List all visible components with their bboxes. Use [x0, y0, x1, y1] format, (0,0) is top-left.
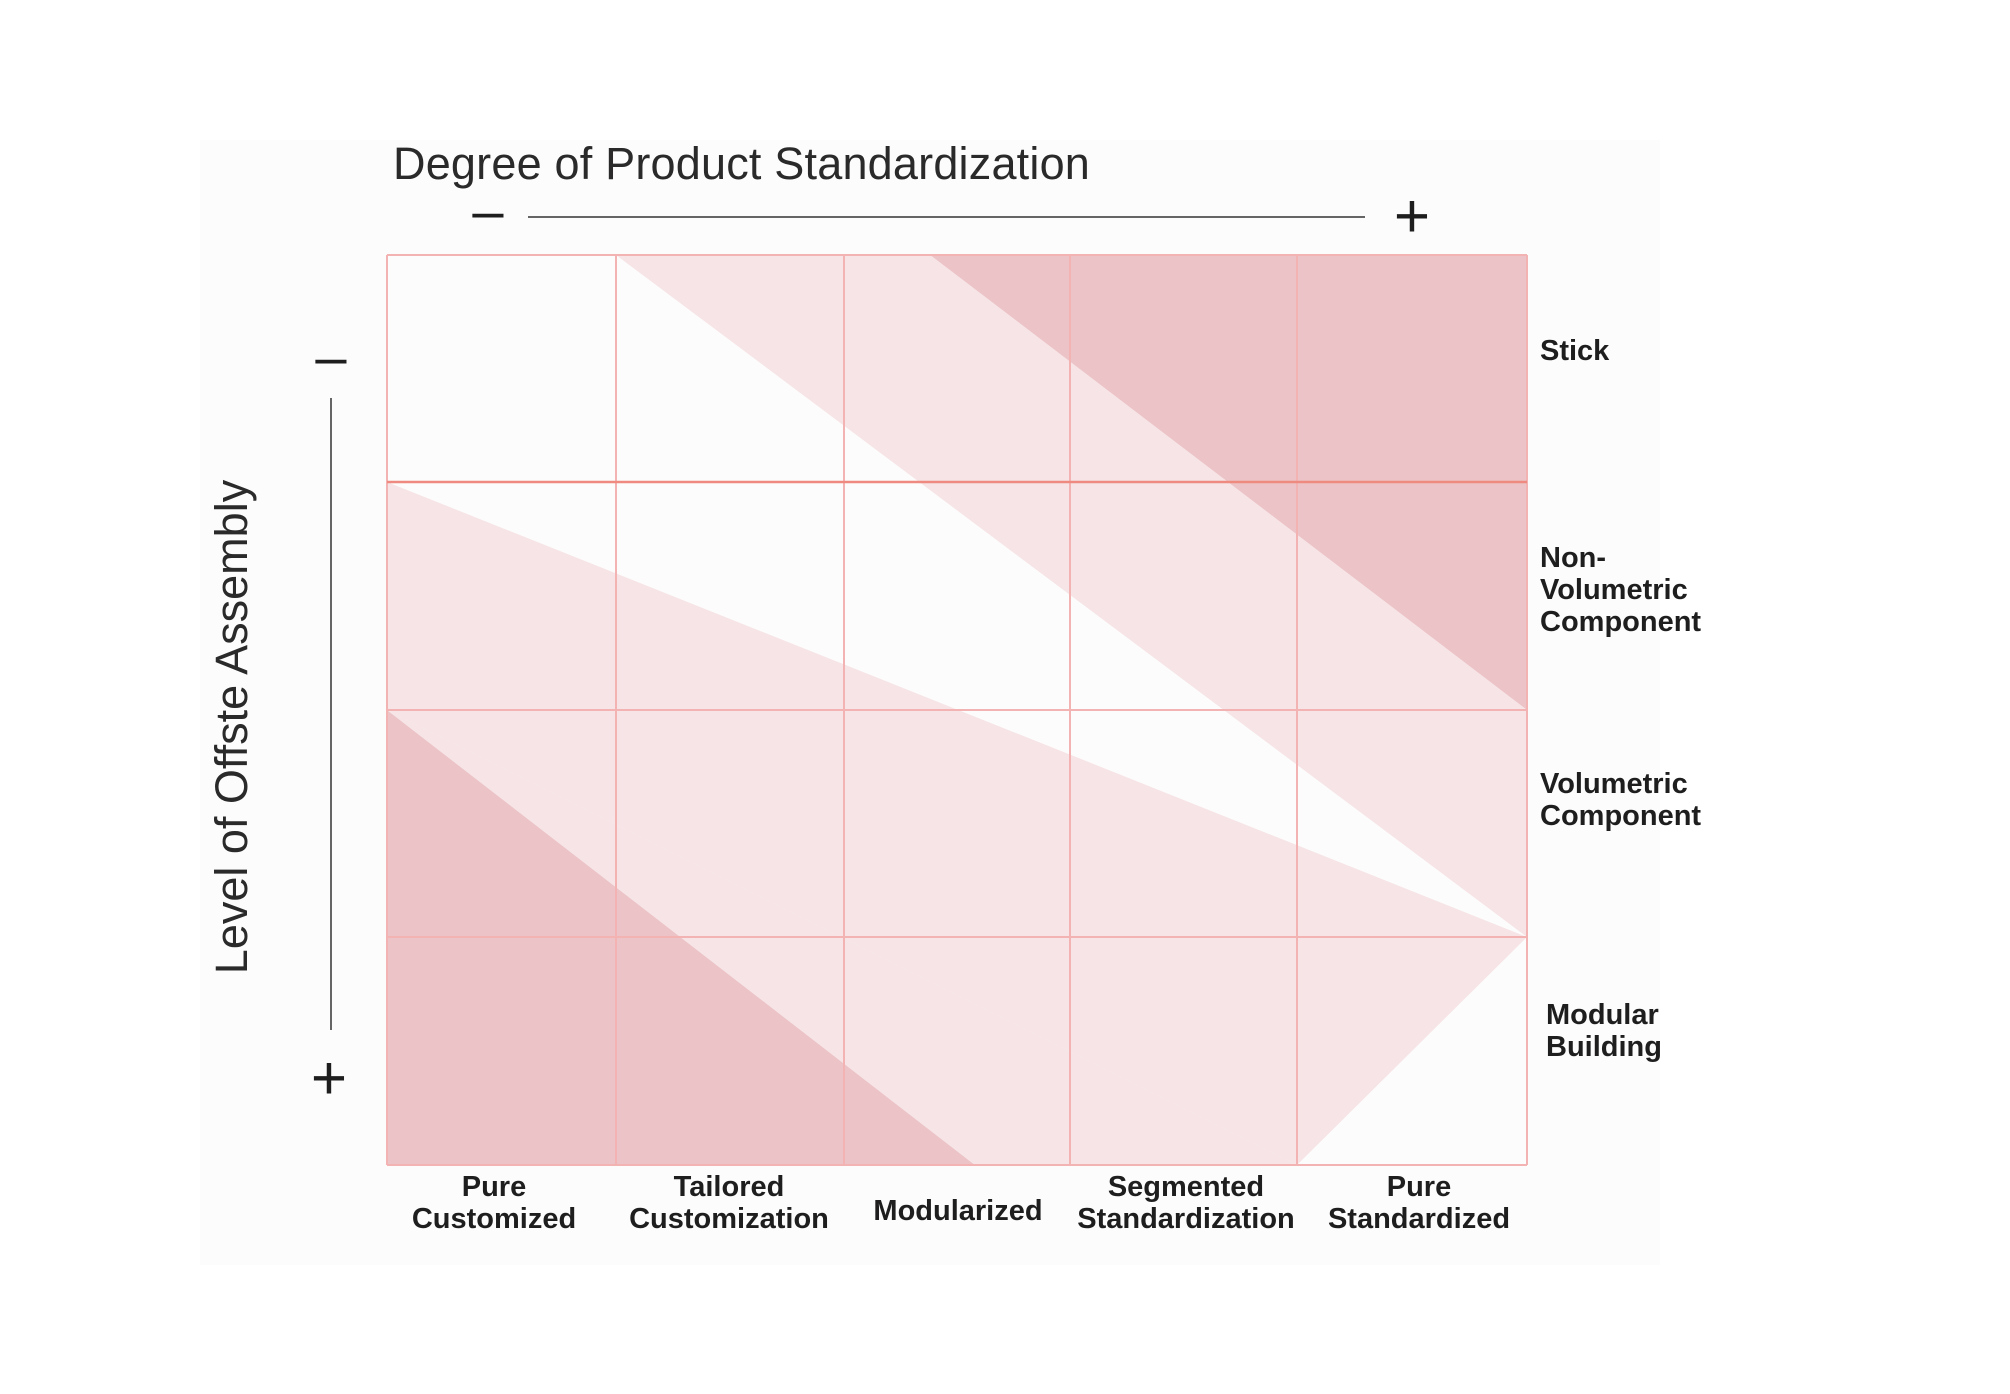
column-label-modularized: Modularized: [873, 1195, 1043, 1227]
row-label-stick: Stick: [1540, 335, 1610, 367]
column-label-segmented-standardization: Segmented Standardization: [1077, 1171, 1295, 1235]
column-label-tailored-customization: Tailored Customization: [629, 1171, 829, 1235]
column-label-pure-standardized: Pure Standardized: [1327, 1171, 1511, 1235]
x-axis-minus-label: –: [472, 179, 504, 242]
grid: [386, 254, 1528, 1166]
row-label-non-volumetric-component: Non- Volumetric Component: [1540, 542, 1702, 638]
column-label-pure-customized: Pure Customized: [411, 1171, 577, 1235]
row-label-volumetric-component: Volumetric Component: [1540, 768, 1702, 832]
y-axis-plus-label: +: [310, 1044, 348, 1113]
y-axis-minus-label: –: [315, 325, 347, 388]
row-label-modular-building: Modular Building: [1546, 999, 1662, 1063]
x-axis-title: Degree of Product Standardization: [393, 138, 1091, 189]
x-axis-plus-label: +: [1393, 182, 1431, 251]
y-axis-title: Level of Offste Assembly: [206, 479, 257, 975]
band-light-middle: [387, 482, 1527, 1165]
